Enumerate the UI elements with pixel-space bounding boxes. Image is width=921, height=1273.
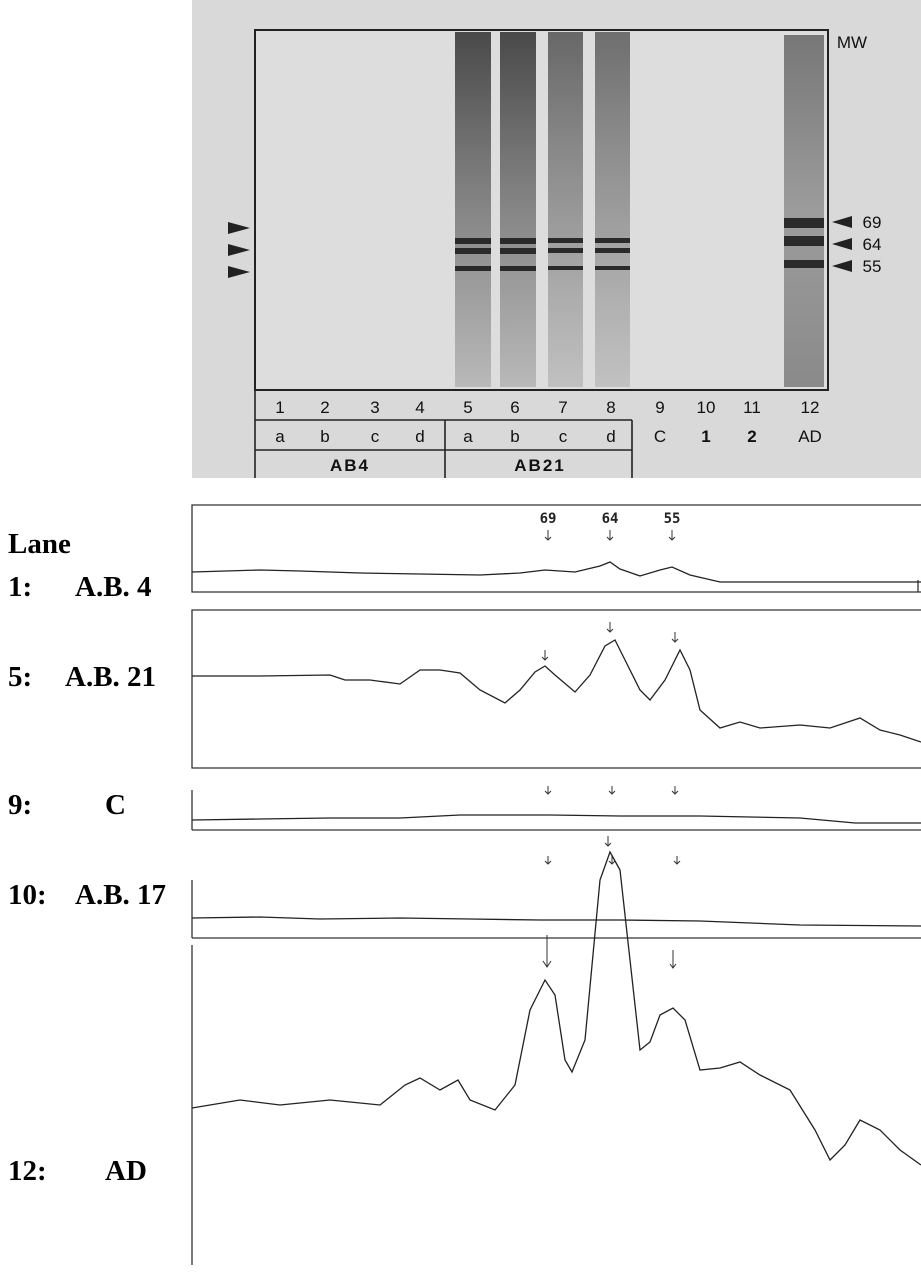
lane-code: b bbox=[510, 427, 519, 446]
marker-label: 55 bbox=[863, 257, 882, 276]
lane-code: c bbox=[371, 427, 380, 446]
lane-code: d bbox=[415, 427, 424, 446]
lane-code: d bbox=[606, 427, 615, 446]
peak-label: 69 bbox=[540, 511, 557, 527]
lane-name: A.B. 17 bbox=[75, 879, 166, 911]
lane-code: AD bbox=[798, 427, 822, 446]
lane-code: a bbox=[463, 427, 473, 446]
lane-number: 5: bbox=[8, 661, 32, 693]
lane-number: 1: bbox=[8, 571, 32, 603]
lane-code: a bbox=[275, 427, 285, 446]
lane-number: 6 bbox=[510, 398, 519, 417]
lane-code: b bbox=[320, 427, 329, 446]
lane-number: 4 bbox=[415, 398, 424, 417]
lane-number: 10 bbox=[697, 398, 716, 417]
peak-label: 55 bbox=[664, 511, 681, 527]
lane-number: 8 bbox=[606, 398, 615, 417]
traces: Lane 1: A.B. 4 5: A.B. 21 9: C 10: A.B. … bbox=[8, 504, 921, 1265]
mw-label: MW bbox=[837, 33, 867, 52]
lane-name: AD bbox=[105, 1155, 147, 1187]
lane-number: 9 bbox=[655, 398, 664, 417]
lane-number: 2 bbox=[320, 398, 329, 417]
lane-number: 3 bbox=[370, 398, 379, 417]
group-label: AB21 bbox=[514, 456, 565, 475]
lane-name: A.B. 21 bbox=[65, 661, 156, 693]
marker-label: 69 bbox=[863, 213, 882, 232]
lane-number: 12: bbox=[8, 1155, 47, 1187]
lane-number: 10: bbox=[8, 879, 47, 911]
peak-label: 64 bbox=[602, 511, 619, 527]
lane-code: 2 bbox=[747, 427, 756, 446]
lane-number: 5 bbox=[463, 398, 472, 417]
marker-label: 64 bbox=[863, 235, 882, 254]
gel: MW 69 64 55 1 2 3 4 5 6 7 8 9 10 11 12a b c d a b c d C 1 2 AD… bbox=[192, 0, 921, 478]
lane-number: 7 bbox=[558, 398, 567, 417]
heading: Lane bbox=[8, 528, 71, 560]
lane-code: c bbox=[559, 427, 568, 446]
lane-name: A.B. 4 bbox=[75, 571, 152, 603]
lane-number: 12 bbox=[801, 398, 820, 417]
lane-name: C bbox=[105, 789, 126, 821]
lane-code: C bbox=[654, 427, 666, 446]
group-label: AB4 bbox=[330, 456, 370, 475]
lane-number: 1 bbox=[275, 398, 284, 417]
lane-code: 1 bbox=[701, 427, 710, 446]
lane-number: 9: bbox=[8, 789, 32, 821]
lane-number: 11 bbox=[743, 398, 761, 417]
